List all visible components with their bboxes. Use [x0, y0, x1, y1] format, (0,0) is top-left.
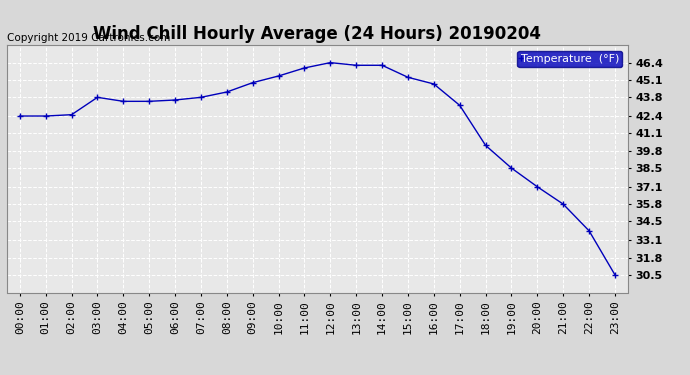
Temperature  (°F) [404, 75, 412, 80]
Temperature  (°F) [507, 166, 515, 170]
Temperature  (°F) [171, 98, 179, 102]
Temperature  (°F) [16, 114, 24, 118]
Temperature  (°F) [119, 99, 128, 104]
Temperature  (°F) [68, 112, 76, 117]
Temperature  (°F) [93, 95, 101, 100]
Temperature  (°F) [585, 229, 593, 233]
Temperature  (°F) [559, 202, 567, 206]
Temperature  (°F) [275, 74, 283, 78]
Temperature  (°F) [41, 114, 50, 118]
Temperature  (°F) [223, 90, 231, 94]
Temperature  (°F) [145, 99, 153, 104]
Temperature  (°F) [197, 95, 205, 100]
Temperature  (°F) [611, 273, 619, 277]
Title: Wind Chill Hourly Average (24 Hours) 20190204: Wind Chill Hourly Average (24 Hours) 201… [93, 26, 542, 44]
Temperature  (°F) [352, 63, 360, 68]
Temperature  (°F) [430, 82, 438, 86]
Temperature  (°F) [533, 184, 542, 189]
Text: Copyright 2019 Cartronics.com: Copyright 2019 Cartronics.com [7, 33, 170, 42]
Temperature  (°F) [378, 63, 386, 68]
Temperature  (°F) [326, 60, 335, 65]
Temperature  (°F) [482, 143, 490, 148]
Temperature  (°F) [248, 80, 257, 85]
Line: Temperature  (°F): Temperature (°F) [17, 59, 618, 278]
Temperature  (°F) [300, 66, 308, 70]
Temperature  (°F) [455, 103, 464, 108]
Legend: Temperature  (°F): Temperature (°F) [518, 51, 622, 67]
